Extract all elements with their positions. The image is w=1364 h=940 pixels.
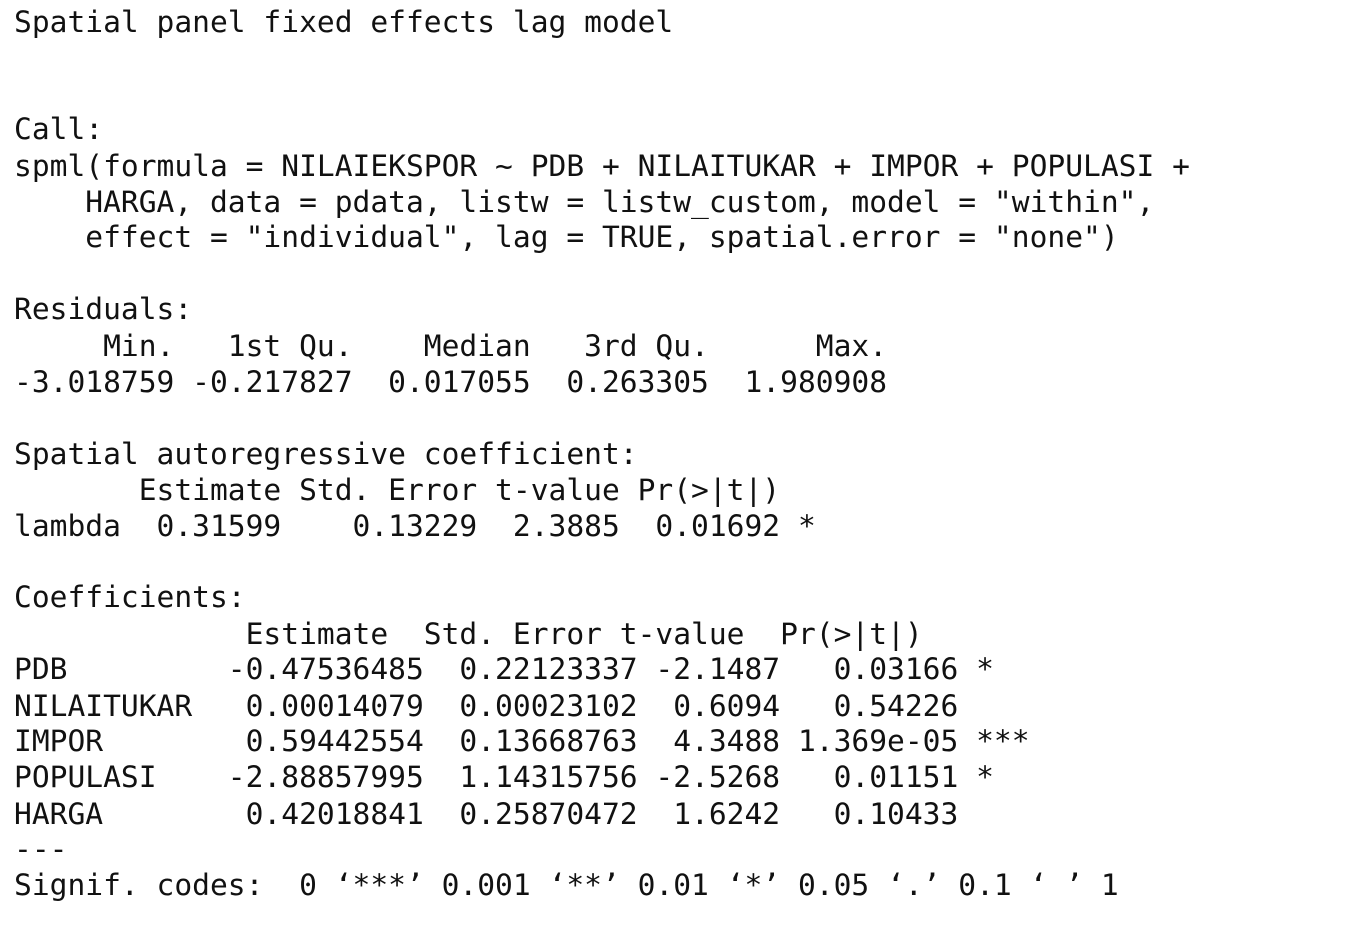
call-line-2: HARGA, data = pdata, listw = listw_custo… bbox=[14, 185, 1155, 219]
coefficients-header: Estimate Std. Error t-value Pr(>|t|) bbox=[14, 617, 994, 651]
model-title: Spatial panel fixed effects lag model bbox=[14, 5, 674, 39]
call-line-3: effect = "individual", lag = TRUE, spati… bbox=[14, 220, 1119, 254]
coefficient-row-harga: HARGA 0.42018841 0.25870472 1.6242 0.104… bbox=[14, 797, 1030, 831]
lambda-row: lambda 0.31599 0.13229 2.3885 0.01692 * bbox=[14, 509, 816, 543]
separator-line: --- bbox=[14, 832, 68, 866]
coefficient-row-populasi: POPULASI -2.88857995 1.14315756 -2.5268 … bbox=[14, 760, 1030, 794]
residuals-header: Min. 1st Qu. Median 3rd Qu. Max. bbox=[14, 329, 905, 363]
coefficient-row-impor: IMPOR 0.59442554 0.13668763 4.3488 1.369… bbox=[14, 724, 1030, 758]
residuals-values: -3.018759 -0.217827 0.017055 0.263305 1.… bbox=[14, 365, 905, 399]
coefficients-label: Coefficients: bbox=[14, 580, 246, 614]
coefficient-row-pdb: PDB -0.47536485 0.22123337 -2.1487 0.031… bbox=[14, 652, 1030, 686]
call-label: Call: bbox=[14, 112, 104, 146]
spatial-coefficient-label: Spatial autoregressive coefficient: bbox=[14, 437, 638, 471]
residuals-label: Residuals: bbox=[14, 292, 193, 326]
coefficient-row-nilaitukar: NILAITUKAR 0.00014079 0.00023102 0.6094 … bbox=[14, 689, 1030, 723]
spatial-coefficient-header: Estimate Std. Error t-value Pr(>|t|) bbox=[14, 473, 816, 507]
call-line-1: spml(formula = NILAIEKSPOR ~ PDB + NILAI… bbox=[14, 149, 1190, 183]
significance-codes: Signif. codes: 0 ‘***’ 0.001 ‘**’ 0.01 ‘… bbox=[14, 868, 1119, 902]
